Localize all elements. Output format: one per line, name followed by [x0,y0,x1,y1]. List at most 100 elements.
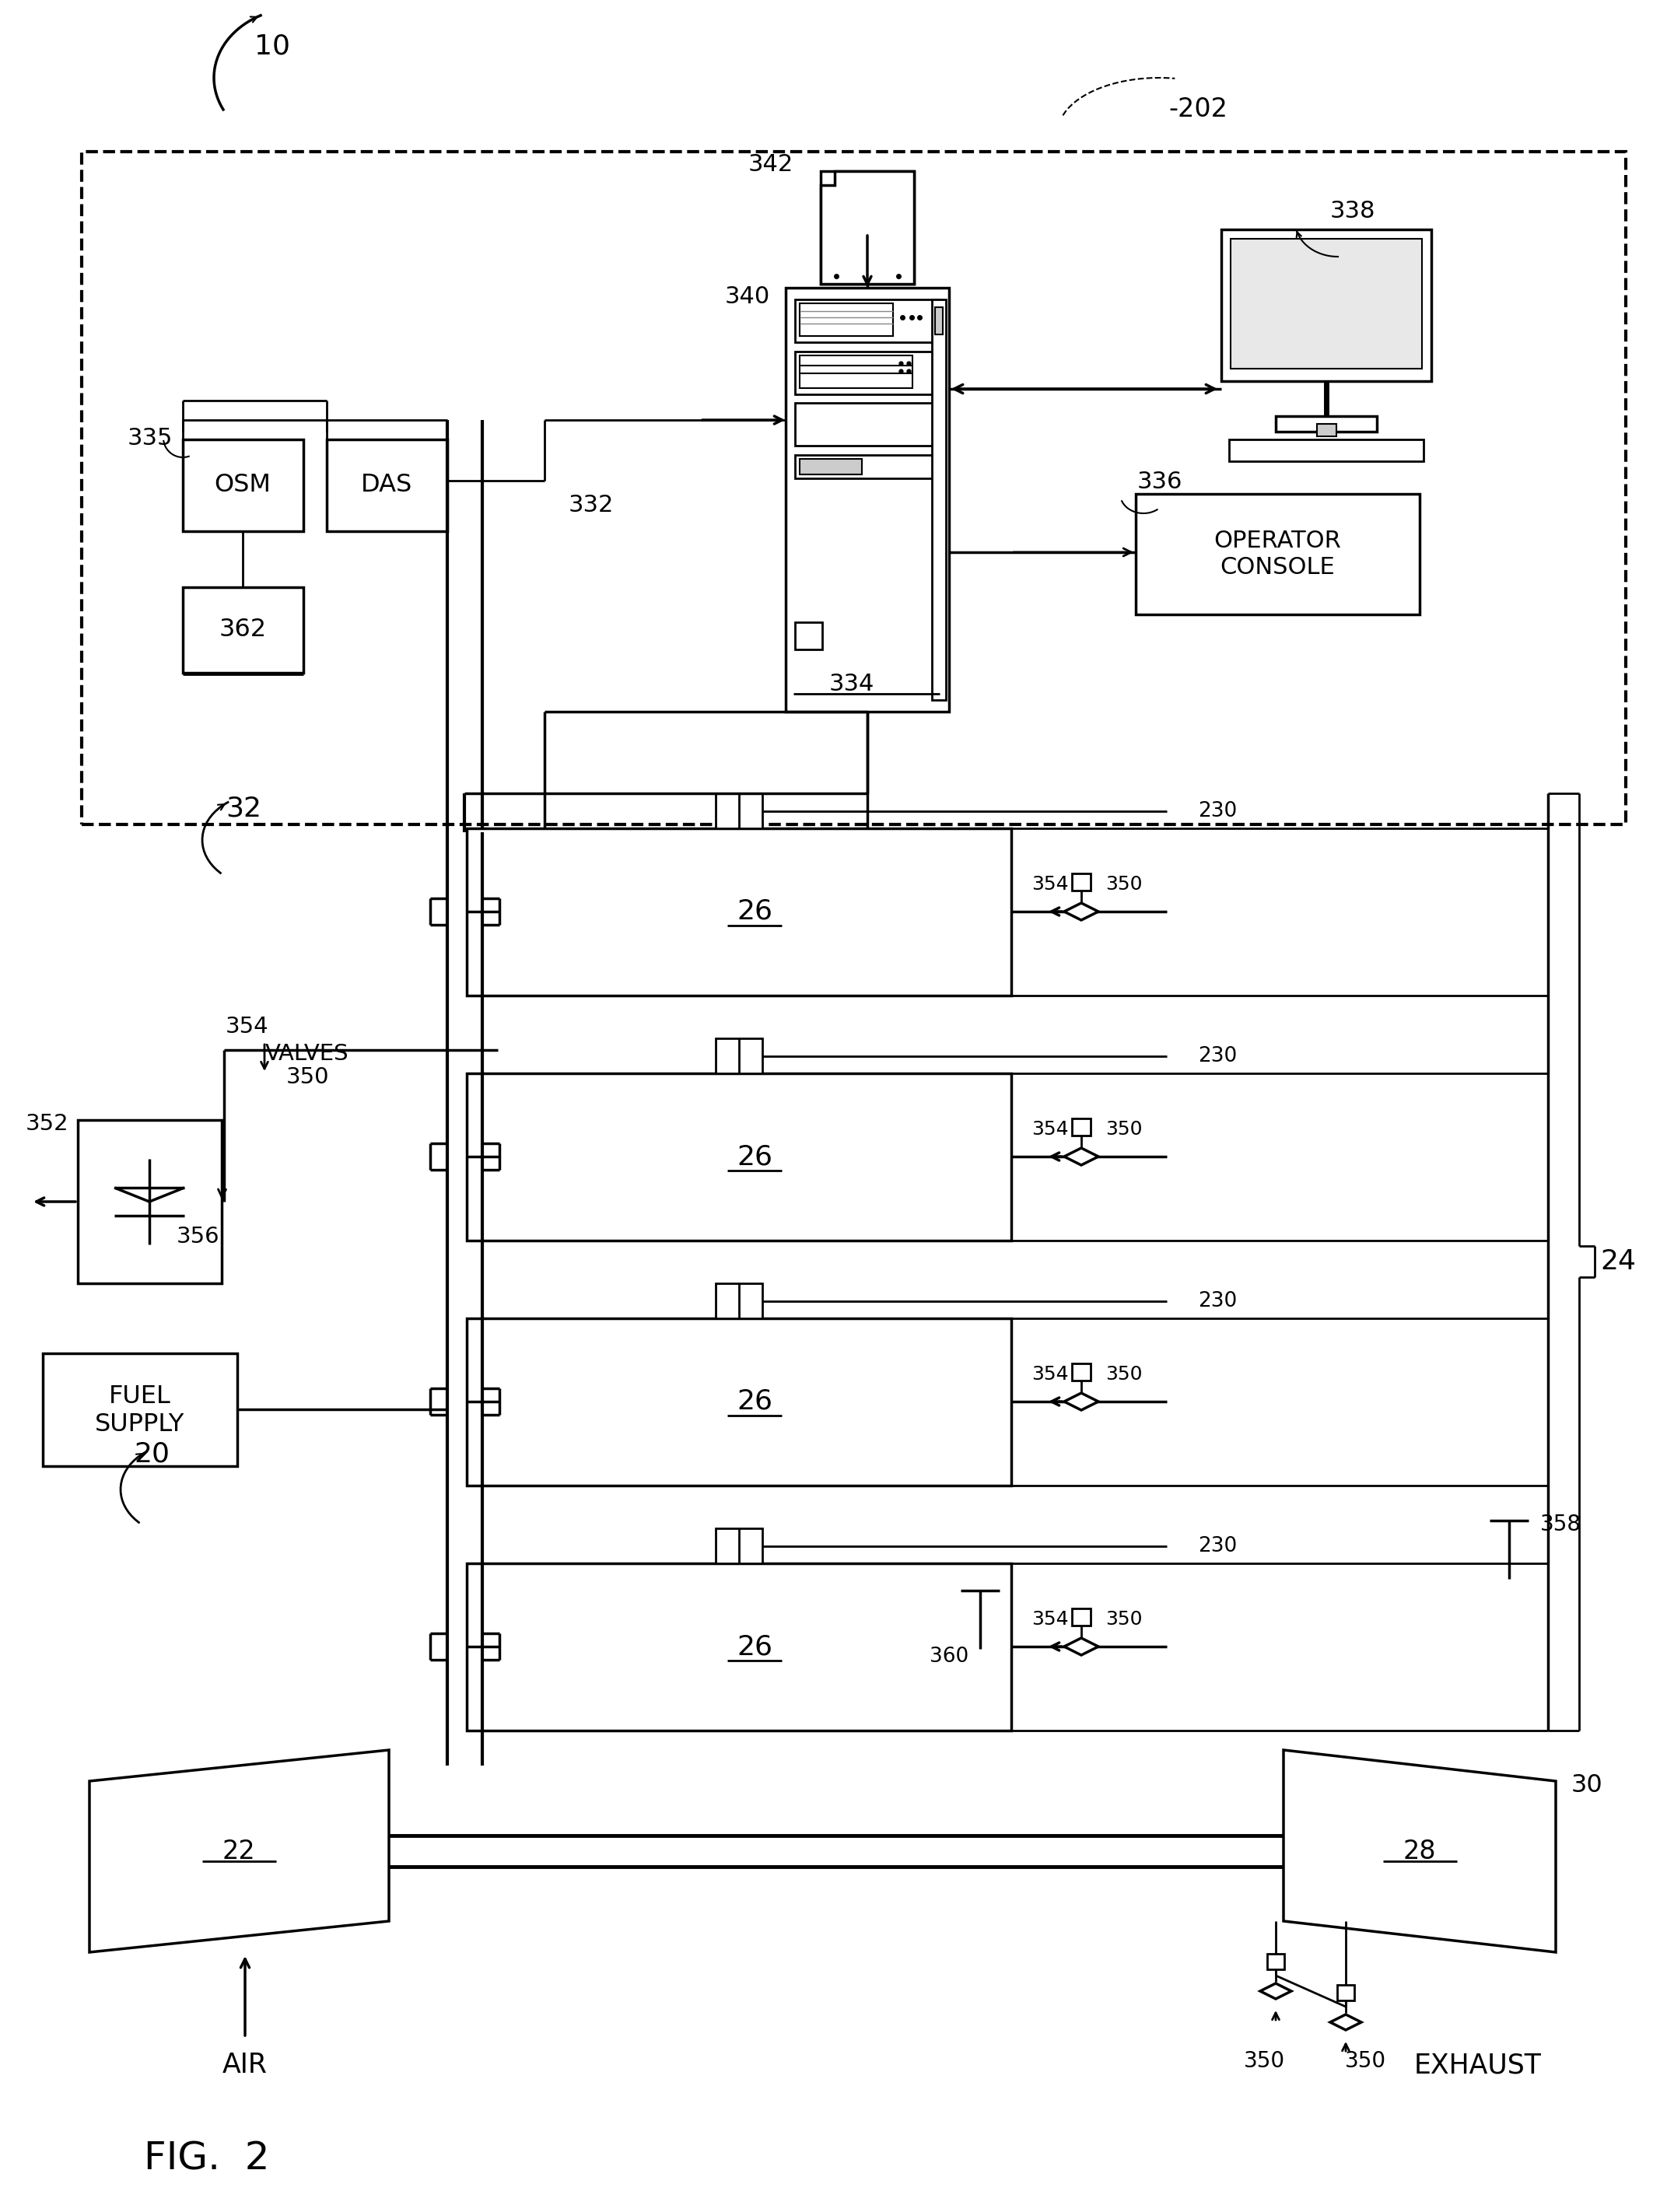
Text: DAS: DAS [360,473,412,498]
Bar [844,257,890,279]
Polygon shape [1064,1148,1099,1166]
Bar [183,586,303,672]
Text: 332: 332 [568,493,613,518]
Polygon shape [820,170,914,283]
Bar [795,403,940,445]
Polygon shape [1260,1984,1292,2000]
Bar [1229,440,1424,462]
Text: 362: 362 [218,617,267,641]
Text: 335: 335 [127,427,173,449]
Text: 350: 350 [1105,876,1142,894]
Bar [800,303,894,336]
Bar [785,288,949,712]
Bar [1317,425,1337,436]
Text: 230: 230 [1199,1535,1237,1557]
Bar [1267,1953,1284,1969]
Bar [78,1119,222,1283]
Bar [832,257,902,279]
Text: 354: 354 [1032,1610,1069,1628]
Bar [1135,493,1420,615]
Text: 350: 350 [1105,1610,1142,1628]
Bar [43,1354,237,1467]
Text: 360: 360 [930,1646,969,1668]
Text: -202: -202 [1169,95,1227,122]
Text: 26: 26 [737,1389,772,1416]
Text: 10: 10 [255,33,290,60]
Text: 24: 24 [1600,1248,1635,1274]
Bar [467,1564,1012,1730]
Text: CONSOLE: CONSOLE [1220,557,1335,580]
Text: EXHAUST: EXHAUST [1414,2053,1542,2079]
Text: 26: 26 [737,898,772,925]
Text: 338: 338 [1330,201,1375,223]
Text: 32: 32 [225,796,262,823]
Bar [795,456,940,478]
Bar [800,303,894,336]
Polygon shape [1064,1639,1099,1655]
Polygon shape [1064,902,1099,920]
Text: 354: 354 [1032,1365,1069,1385]
Bar [795,299,940,343]
Text: 230: 230 [1199,1292,1237,1312]
Bar [467,1318,1012,1486]
Text: 20: 20 [133,1442,170,1469]
Bar [935,307,944,334]
Bar [800,356,912,387]
Text: 358: 358 [1540,1513,1582,1535]
Text: OSM: OSM [215,473,272,498]
Text: 334: 334 [828,672,875,697]
Bar [327,440,447,531]
Text: 356: 356 [177,1225,220,1248]
Text: 352: 352 [25,1113,68,1135]
Bar [1275,416,1377,431]
Text: 350: 350 [1105,1365,1142,1385]
Bar [82,153,1625,825]
Text: 28: 28 [1404,1838,1437,1865]
Text: 336: 336 [1137,471,1182,493]
Text: 342: 342 [748,153,793,177]
Text: 26: 26 [737,1144,772,1170]
Text: 350: 350 [285,1066,328,1088]
Polygon shape [1064,1394,1099,1409]
Bar [715,1037,762,1073]
Bar [1072,874,1090,891]
Bar [1337,1984,1354,2000]
Bar [879,177,909,212]
Text: AIR: AIR [222,2053,268,2079]
Text: 340: 340 [725,285,770,307]
Text: 354: 354 [1032,876,1069,894]
Text: 230: 230 [1199,801,1237,821]
Text: VALVES: VALVES [265,1044,348,1064]
Text: 26: 26 [737,1632,772,1659]
Bar [932,299,945,699]
Bar [467,827,1012,995]
Bar [1072,1608,1090,1626]
Bar [820,170,914,283]
Bar [1230,239,1422,369]
Bar [1072,1119,1090,1135]
Bar [795,622,822,650]
Text: 354: 354 [1032,1119,1069,1139]
Text: 22: 22 [222,1838,255,1865]
Bar [800,458,862,473]
Text: FIG.  2: FIG. 2 [143,2139,270,2177]
Polygon shape [1284,1750,1555,1953]
Bar [715,794,762,827]
Text: 354: 354 [225,1015,268,1037]
Text: 350: 350 [1345,2051,1385,2073]
Bar [795,352,940,394]
Polygon shape [90,1750,388,1953]
Text: 30: 30 [1572,1774,1604,1796]
Text: 350: 350 [1244,2051,1285,2073]
Text: SUPPLY: SUPPLY [95,1413,185,1438]
Bar [467,1073,1012,1241]
Bar [715,1283,762,1318]
Bar [1222,230,1432,380]
Polygon shape [1330,2015,1362,2031]
Bar [715,1528,762,1564]
Bar [183,440,303,531]
Text: 350: 350 [1105,1119,1142,1139]
Text: OPERATOR: OPERATOR [1214,529,1340,551]
Bar [1072,1363,1090,1380]
Text: 230: 230 [1199,1046,1237,1066]
